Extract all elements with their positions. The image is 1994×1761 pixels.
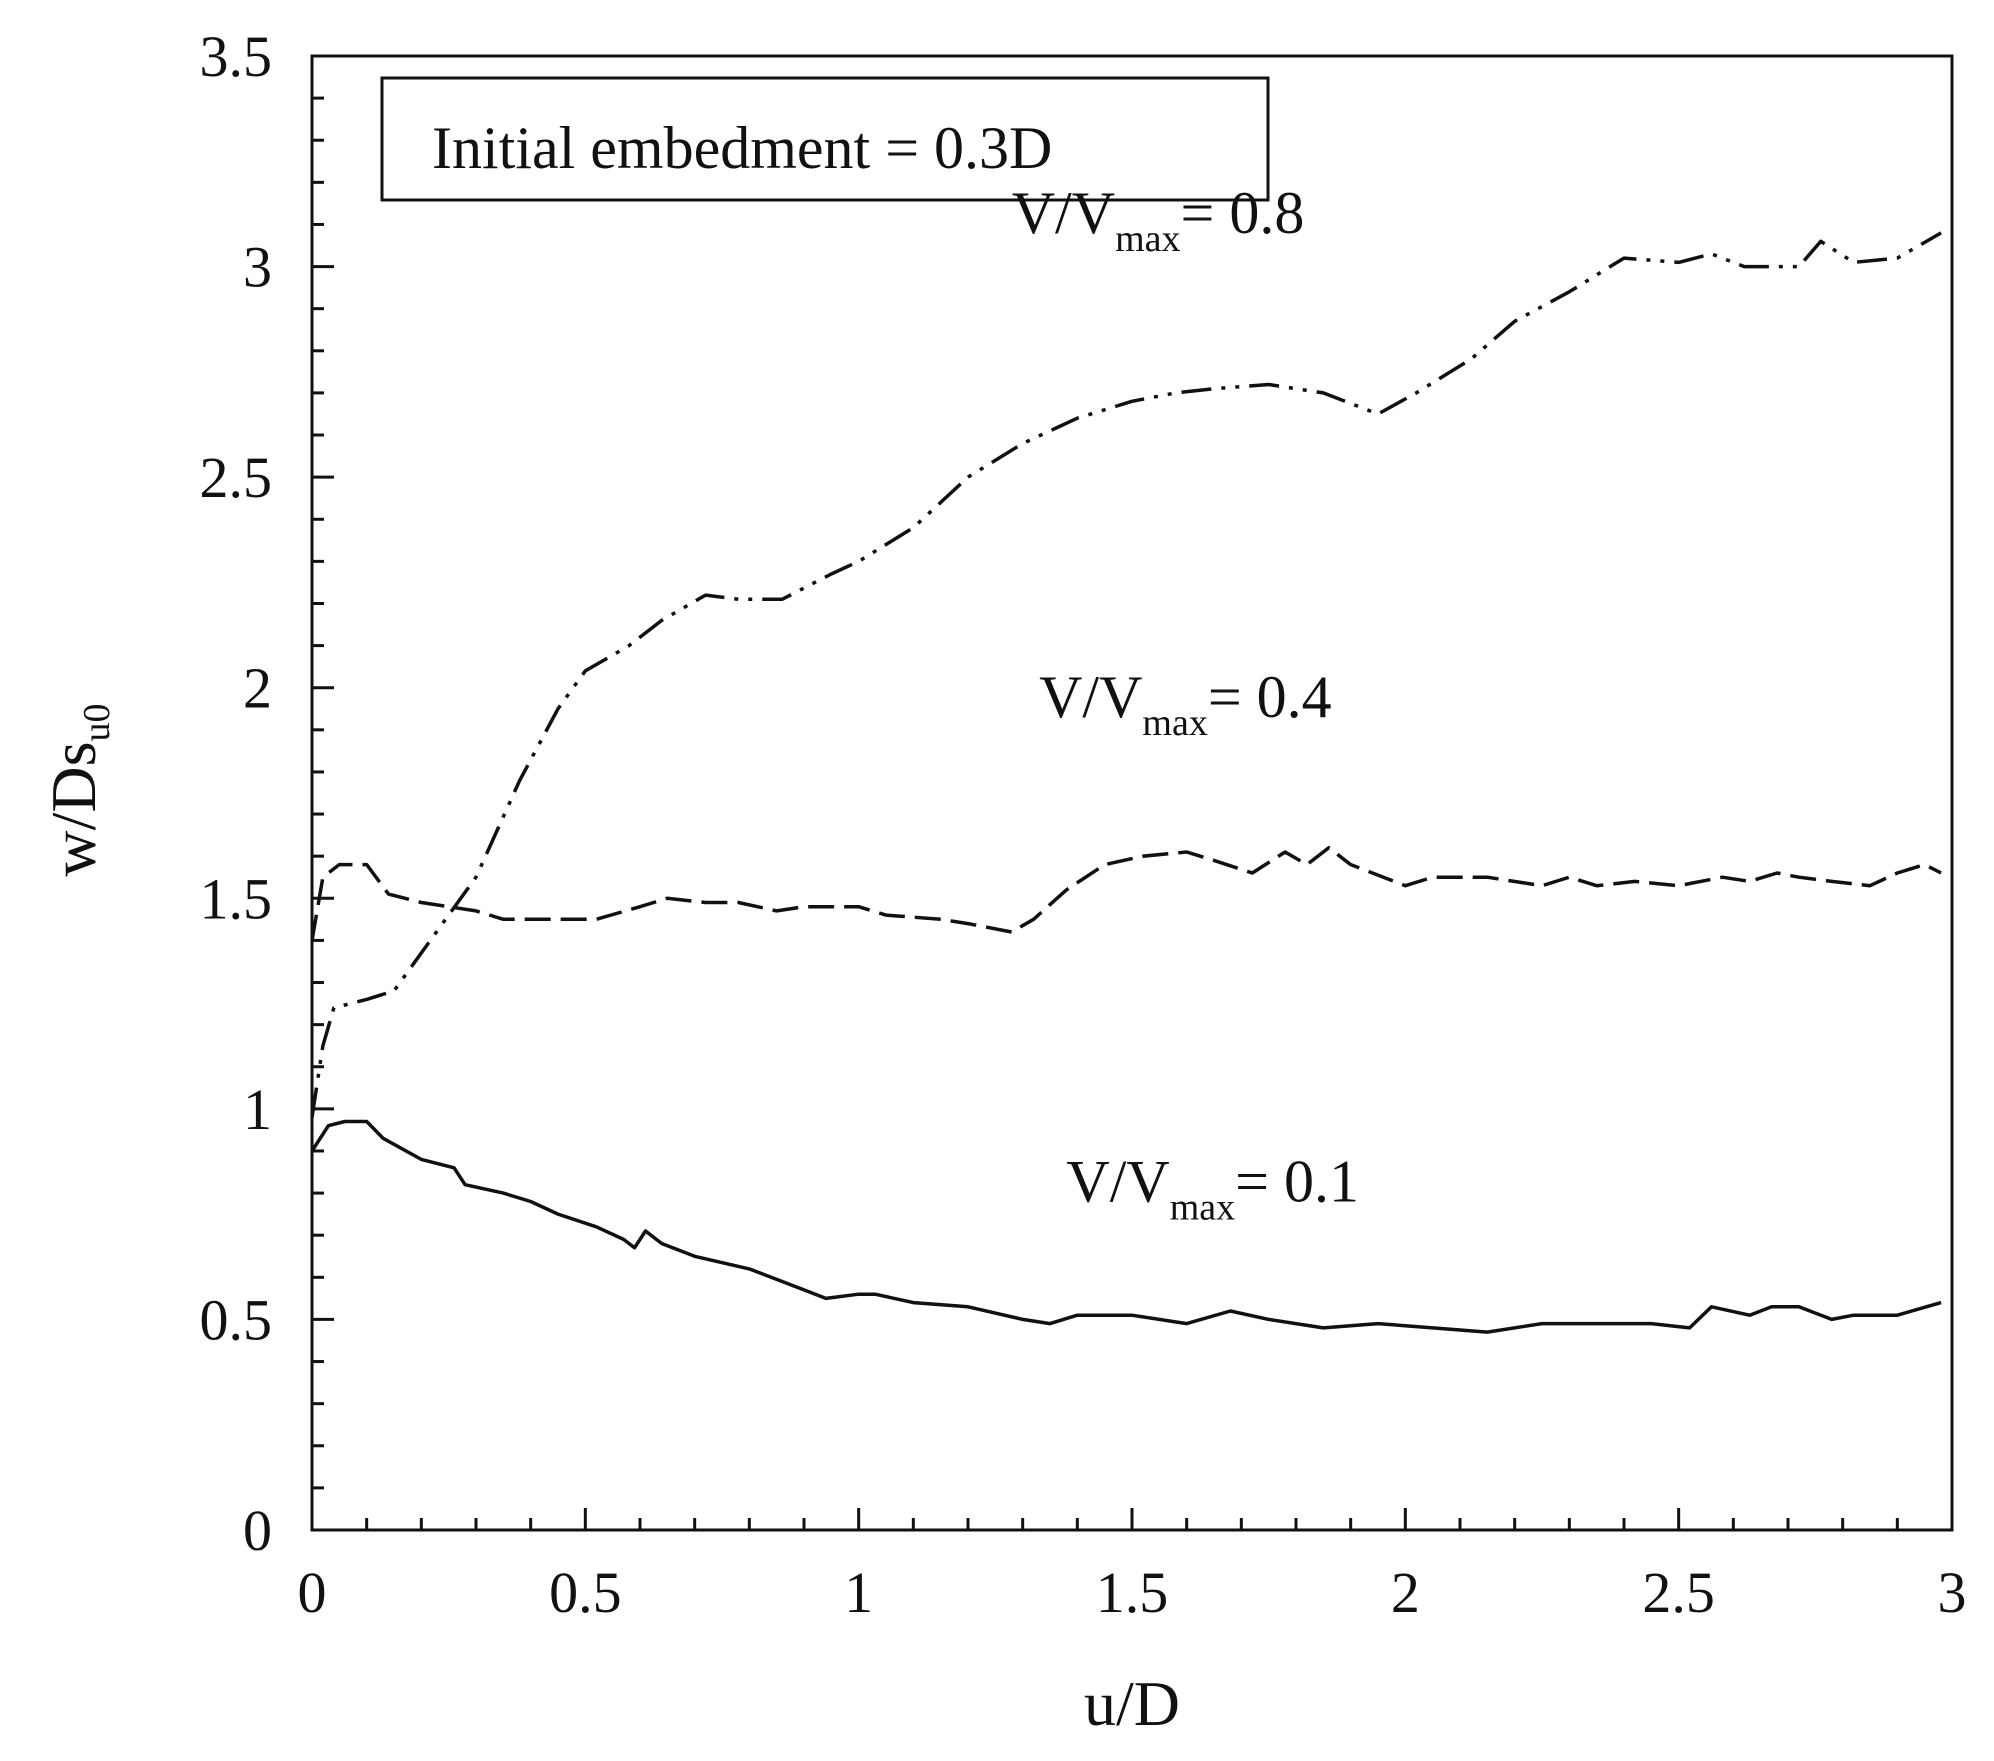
x-tick-label: 0.5 (549, 1560, 622, 1625)
x-tick-label: 2 (1391, 1560, 1420, 1625)
plot-frame (310, 54, 1954, 1532)
x-tick-label: 1 (844, 1560, 873, 1625)
series-line-0.1 (310, 1119, 1942, 1334)
series-label-0.4-value: = 0.4 (1208, 664, 1332, 730)
y-tick-label: 3 (243, 235, 272, 300)
y-tick-label: 3.5 (200, 24, 273, 89)
x-tick-label: 3 (1938, 1560, 1967, 1625)
series-layer (310, 231, 1942, 1334)
y-axis-label: w/Dsu0 (38, 703, 118, 876)
y-tick-label: 0 (243, 1498, 272, 1563)
y-axis-label-sub: u0 (76, 703, 118, 741)
series-line-0.8 (310, 231, 1942, 1118)
series-label-0.1: V/Vmax= 0.1 (1066, 1149, 1359, 1229)
axis-ticks (310, 54, 1954, 1532)
x-tick-label: 0 (298, 1560, 327, 1625)
y-tick-label: 2 (243, 656, 272, 721)
legend-box-text: Initial embedment = 0.3D (432, 115, 1052, 181)
x-tick-label: 1.5 (1096, 1560, 1169, 1625)
y-tick-label: 2.5 (200, 445, 273, 510)
series-label-0.1-value: = 0.1 (1235, 1149, 1359, 1215)
series-label-0.1-sub: max (1170, 1187, 1235, 1229)
y-tick-label: 1 (243, 1077, 272, 1142)
y-tick-label: 0.5 (200, 1287, 273, 1352)
y-tick-label: 1.5 (200, 866, 273, 931)
x-axis-label: u/D (1084, 1668, 1180, 1739)
series-label-0.4-sub: max (1142, 702, 1207, 744)
series-label-0.4: V/Vmax= 0.4 (1039, 664, 1332, 744)
series-label-0.8-value: = 0.8 (1181, 180, 1305, 246)
x-tick-label: 2.5 (1642, 1560, 1715, 1625)
series-label-0.8: V/Vmax= 0.8 (1012, 180, 1305, 260)
series-label-0.8-main: V/V (1012, 180, 1115, 246)
y-axis-label-main: w/Ds (38, 741, 109, 876)
tick-labels: 0 0.5 1 1.5 2 2.5 3 0 0.5 1 1.5 2 2.5 3 3.5 (200, 24, 1967, 1625)
series-label-0.8-sub: max (1115, 218, 1180, 260)
legend-box (380, 76, 1270, 202)
series-label-0.1-main: V/V (1066, 1149, 1169, 1215)
series-line-0.4 (310, 845, 1942, 941)
series-label-0.4-main: V/V (1039, 664, 1142, 730)
